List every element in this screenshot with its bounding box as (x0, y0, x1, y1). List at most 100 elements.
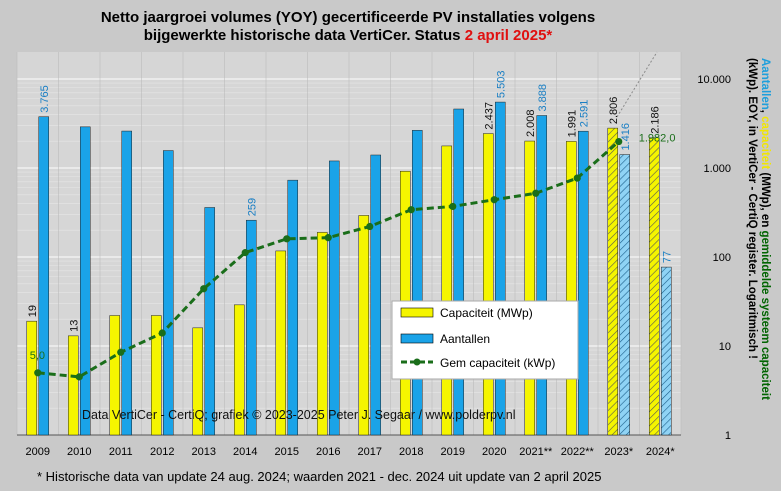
bar-value-label: 19 (27, 305, 39, 317)
bar-aantallen (80, 126, 91, 436)
bar-aantallen (329, 160, 340, 436)
bar-aantallen (287, 179, 298, 436)
bar-aantallen (495, 101, 506, 436)
bar-aantallen (163, 150, 174, 436)
value-labels: 19 13 2.437 2.008 1.991 2.806 2.186 3.765 259 5.5… (27, 71, 676, 362)
line-series (34, 137, 623, 381)
bar-value-label: 2.591 (578, 100, 590, 128)
bar-value-label: 2.437 (483, 102, 495, 130)
chart-title-line2: bijgewerkte historische data VertiCer. S… (144, 27, 553, 44)
bar-value-label: 13 (68, 320, 80, 332)
bar-capaciteit (151, 315, 162, 436)
gem-capaciteit-point (75, 373, 83, 381)
x-tick-label: 2010 (67, 446, 91, 458)
x-tick-label: 2015 (275, 446, 299, 458)
right-axis-label-line2: (kWp). EOY, in VertiCer - CertiQ registe… (746, 58, 758, 359)
x-tick-label: 2017 (358, 446, 382, 458)
legend: Capaciteit (MWp) Aantallen Gem capacitei… (391, 300, 579, 380)
bar-capaciteit (649, 137, 660, 436)
gem-capaciteit-point (117, 348, 125, 356)
bar-aantallen (121, 130, 132, 436)
bar-value-label: 1.416 (620, 123, 632, 151)
line-value-label: 5,0 (30, 350, 45, 362)
gem-capaciteit-point (490, 196, 498, 204)
chart-title-line1: Netto jaargroei volumes (YOY) gecertific… (101, 9, 595, 26)
bar-capaciteit (275, 250, 286, 436)
bar-aantallen (619, 154, 630, 436)
trend-line (616, 51, 658, 118)
x-tick-label: 2011 (109, 446, 133, 458)
right-axis-label-part: capaciteit (759, 116, 771, 169)
bar-value-label: 259 (246, 198, 258, 216)
gem-capaciteit-point (158, 329, 166, 337)
bar-aantallen (370, 154, 381, 436)
bar-capaciteit (566, 141, 577, 436)
bar-capaciteit (607, 127, 618, 436)
x-tick-label: 2018 (399, 446, 423, 458)
x-tick-label: 2022** (561, 446, 595, 458)
x-tick-label: 2023* (604, 446, 633, 458)
bar-capaciteit (317, 232, 328, 436)
x-tick-label: 2021** (519, 446, 553, 458)
bar-capaciteit (109, 315, 120, 436)
bar-capaciteit (234, 304, 245, 436)
gem-capaciteit-point (324, 234, 332, 242)
legend-marker-gem-capaciteit (413, 358, 421, 366)
x-tick-label: 2013 (192, 446, 216, 458)
legend-label-capaciteit: Capaciteit (MWp) (440, 306, 533, 320)
bar-value-label: 1.991 (566, 110, 578, 138)
bar-capaciteit (483, 133, 494, 436)
bar-value-label: 3.765 (39, 85, 51, 113)
right-axis-label-part: , (759, 110, 771, 116)
x-tick-label: 2009 (26, 446, 50, 458)
bar-capaciteit (524, 140, 535, 436)
bar-aantallen (246, 219, 257, 436)
legend-swatch-aantallen (400, 333, 434, 344)
y-tick-label: 10 (719, 341, 731, 353)
bar-aantallen (536, 115, 547, 436)
bar-aantallen (38, 116, 49, 436)
bar-aantallen (204, 207, 215, 436)
gem-capaciteit-point (283, 235, 291, 243)
watermark: Data VertiCer - CertiQ; grafiek © 2023-2… (82, 408, 515, 422)
right-axis-label-part: Aantallen (759, 58, 771, 110)
legend-label-gem-capaciteit: Gem capaciteit (kWp) (440, 356, 555, 370)
bar-value-label: 5.503 (495, 71, 507, 99)
x-tick-label: 2024* (646, 446, 675, 458)
y-tick-label: 1.000 (703, 163, 731, 175)
x-axis: 2009 2010 2011 2012 2013 2014 2015 2016 2017 2018… (26, 446, 676, 458)
line-value-label: 1.982,0 (639, 133, 676, 145)
y-axis: 1 10 100 1.000 10.000 (697, 74, 731, 442)
bar-aantallen (661, 266, 672, 436)
chart-title-line2-text: bijgewerkte historische data VertiCer. S… (144, 27, 465, 44)
x-tick-label: 2020 (482, 446, 506, 458)
bar-capaciteit (26, 320, 37, 436)
x-tick-label: 2019 (441, 446, 465, 458)
x-tick-label: 2014 (233, 446, 257, 458)
bar-aantallen (453, 108, 464, 436)
gem-capaciteit-point (407, 206, 415, 214)
gem-capaciteit-point (241, 249, 249, 257)
gem-capaciteit-point (615, 137, 623, 146)
bar-capaciteit (192, 327, 203, 436)
bar-value-label: 2.186 (649, 106, 661, 134)
bar-value-label: 2.806 (608, 97, 620, 125)
right-axis-label-part: (MWp), en (759, 169, 771, 230)
bar-capaciteit (358, 215, 369, 436)
right-axis-label-part: gemiddelde systeem capaciteit (759, 231, 771, 401)
x-tick-label: 2012 (150, 446, 174, 458)
footnote: * Historische data van update 24 aug. 20… (37, 469, 601, 484)
x-tick-label: 2016 (316, 446, 340, 458)
y-tick-label: 100 (713, 252, 731, 264)
legend-label-aantallen: Aantallen (440, 332, 490, 346)
gem-capaciteit-point (366, 222, 374, 231)
bar-capaciteit (441, 145, 452, 436)
legend-swatch-capaciteit (400, 307, 434, 318)
y-tick-label: 1 (725, 430, 731, 442)
chart-title-date: 2 april 2025* (465, 27, 553, 44)
bar-aantallen (578, 130, 589, 436)
right-axis-label: Aantallen, capaciteit (MWp), en gemiddel… (759, 58, 771, 400)
gem-capaciteit-point (532, 189, 540, 197)
gem-capaciteit-point (200, 285, 208, 293)
